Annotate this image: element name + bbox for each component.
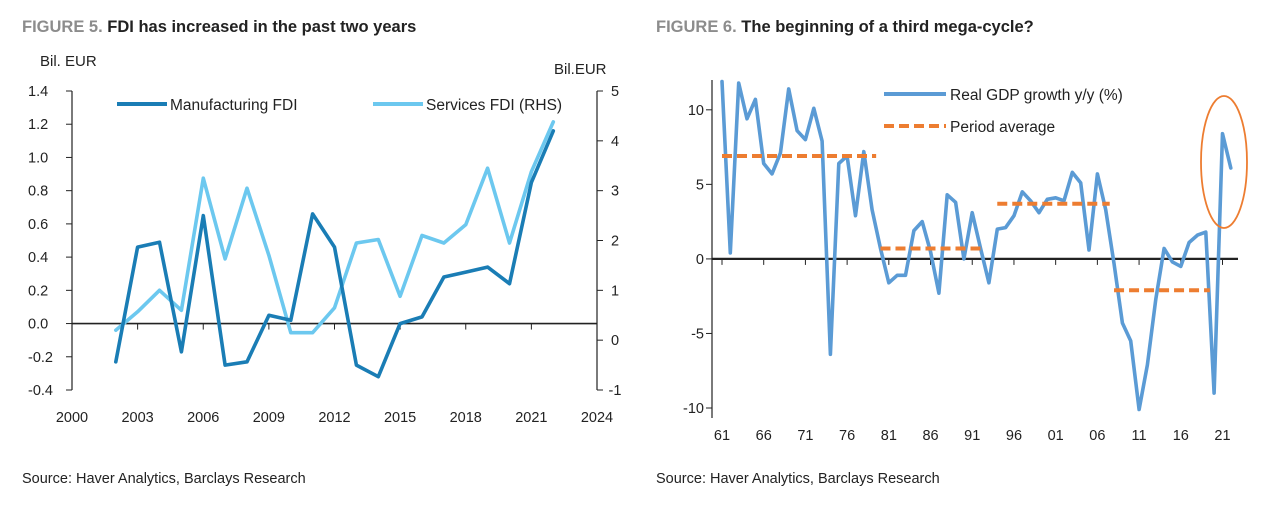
x-tick-label: 2015 bbox=[384, 410, 416, 426]
right-tick-label: 4 bbox=[611, 134, 619, 150]
manufacturing-fdi-line bbox=[114, 129, 556, 379]
highlight-circle bbox=[1200, 95, 1248, 229]
right-tick-label: 2 bbox=[611, 234, 619, 250]
y-tick-label: 0 bbox=[696, 252, 704, 268]
x-tick-label: 71 bbox=[797, 428, 813, 444]
services-fdi-line bbox=[114, 120, 556, 335]
left-tick-label: 0.6 bbox=[28, 217, 48, 233]
x-tick-label: 2012 bbox=[318, 410, 350, 426]
x-tick-label: 2000 bbox=[56, 410, 88, 426]
legend-label-gdp: Real GDP growth y/y (%) bbox=[950, 87, 1123, 104]
left-tick-label: 0.8 bbox=[28, 184, 48, 200]
right-axis-title: Bil.EUR bbox=[554, 61, 607, 78]
left-tick-label: 0.2 bbox=[28, 283, 48, 299]
x-tick-label: 86 bbox=[922, 428, 938, 444]
left-axis-title: Bil. EUR bbox=[40, 53, 97, 70]
legend-label-average: Period average bbox=[950, 119, 1055, 136]
right-tick-label: 0 bbox=[611, 333, 619, 349]
x-tick-label: 76 bbox=[839, 428, 855, 444]
fdi-chart: Bil. EUR Bil.EUR -0.4 -0.2 0.0 0.2 0.4 0.6 0.8 1.… bbox=[28, 53, 621, 426]
left-tick-label: 1.0 bbox=[28, 150, 48, 166]
left-tick-label: 0.4 bbox=[28, 250, 48, 266]
right-tick-label: 5 bbox=[611, 84, 619, 100]
left-tick-label: 1.2 bbox=[28, 117, 48, 133]
y-tick-label: 5 bbox=[696, 177, 704, 193]
legend-label-manufacturing: Manufacturing FDI bbox=[170, 97, 298, 114]
x-tick-label: 96 bbox=[1006, 428, 1022, 444]
x-tick-label: 16 bbox=[1173, 428, 1189, 444]
x-tick-label: 2009 bbox=[253, 410, 285, 426]
left-tick-label: 1.4 bbox=[28, 84, 48, 100]
x-tick-label: 2003 bbox=[121, 410, 153, 426]
x-tick-label: 61 bbox=[714, 428, 730, 444]
x-tick-label: 91 bbox=[964, 428, 980, 444]
figure5-title-text: FDI has increased in the past two years bbox=[107, 18, 417, 36]
figure5-title: FIGURE 5. FDI has increased in the past … bbox=[22, 18, 416, 37]
x-tick-label: 2024 bbox=[581, 410, 613, 426]
right-tick-label: -1 bbox=[609, 383, 622, 399]
y-tick-label: 10 bbox=[688, 103, 704, 119]
right-tick-label: 3 bbox=[611, 184, 619, 200]
figure5-number: FIGURE 5. bbox=[22, 18, 103, 36]
left-tick-label: -0.2 bbox=[28, 350, 53, 366]
x-tick-label: 66 bbox=[756, 428, 772, 444]
x-tick-label: 11 bbox=[1132, 428, 1147, 444]
y-tick-label: -5 bbox=[691, 326, 704, 342]
x-tick-label: 21 bbox=[1214, 428, 1230, 444]
figure6-title: FIGURE 6. The beginning of a third mega-… bbox=[656, 18, 1034, 37]
x-tick-label: 2021 bbox=[515, 410, 547, 426]
x-tick-label: 06 bbox=[1089, 428, 1105, 444]
x-tick-label: 2018 bbox=[450, 410, 482, 426]
x-tick-label: 01 bbox=[1048, 428, 1064, 444]
figure6-title-text: The beginning of a third mega-cycle? bbox=[741, 18, 1034, 36]
left-tick-label: -0.4 bbox=[28, 383, 53, 399]
legend-label-services: Services FDI (RHS) bbox=[426, 97, 562, 114]
x-tick-label: 2006 bbox=[187, 410, 219, 426]
y-tick-label: -10 bbox=[683, 401, 704, 417]
x-tick-label: 81 bbox=[881, 428, 897, 444]
left-tick-label: 0.0 bbox=[28, 317, 48, 333]
right-tick-label: 1 bbox=[611, 283, 619, 299]
figure6-number: FIGURE 6. bbox=[656, 18, 737, 36]
figure5-source: Source: Haver Analytics, Barclays Resear… bbox=[22, 471, 306, 487]
gdp-chart: -10 -5 0 5 10 61 66 71 76 81 86 91 96 01 06 11 16 21 Real … bbox=[683, 79, 1248, 444]
gdp-growth-line bbox=[720, 79, 1233, 412]
figure6-source: Source: Haver Analytics, Barclays Resear… bbox=[656, 471, 940, 487]
